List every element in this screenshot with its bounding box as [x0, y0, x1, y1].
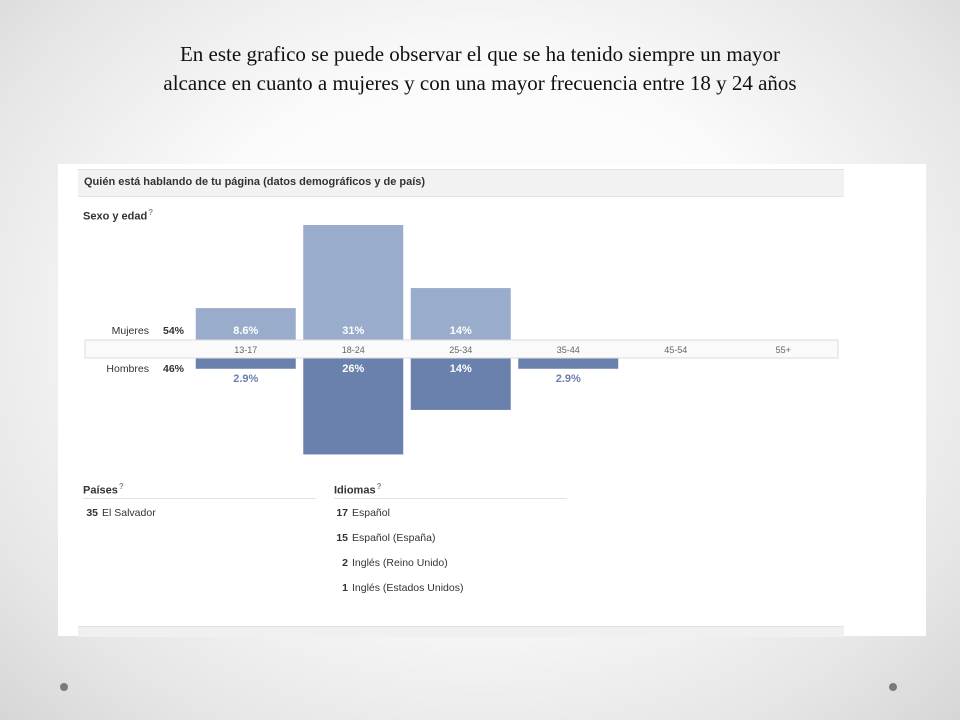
countries-help-icon[interactable]: ? [118, 482, 124, 491]
demographics-chart: 8.6% 2.9% 13-17 31% 26% 18-24 14% 14% 25-34 2.9% 3… [84, 225, 839, 455]
age-axis-band [84, 339, 839, 359]
language-count: 1 [342, 582, 348, 594]
section-title-countries: Países? [83, 482, 124, 497]
country-name[interactable]: El Salvador [102, 507, 156, 519]
slide-bullet-right [889, 683, 897, 691]
tick-label-13-17: 13-17 [234, 345, 257, 355]
slide-title-line-1: En este grafico se puede observar el que… [179, 42, 781, 66]
countries-title: Países [83, 484, 118, 497]
label-hombres-18-24: 26% [342, 363, 364, 375]
tick-label-35-44: 35-44 [557, 345, 580, 355]
bar-hombres-13-17[interactable] [195, 358, 296, 369]
label-mujeres-25-34: 14% [450, 325, 472, 337]
language-item: 1 Inglés (Estados Unidos) [330, 582, 463, 594]
tick-label-45-54: 45-54 [664, 345, 687, 355]
label-hombres-25-34: 14% [450, 363, 472, 375]
language-count: 17 [336, 507, 348, 519]
language-count: 2 [342, 557, 348, 569]
countries-divider [83, 498, 316, 499]
panel-header-title: Quién está hablando de tu página (datos … [84, 176, 426, 188]
tick-label-18-24: 18-24 [342, 345, 365, 355]
country-item: 35 El Salvador [80, 507, 156, 519]
bar-mujeres-18-24[interactable] [303, 225, 404, 340]
bar-mujeres-13-17[interactable] [195, 308, 296, 340]
language-item: 2 Inglés (Reino Unido) [330, 557, 448, 569]
bar-mujeres-25-34[interactable] [410, 288, 511, 340]
labels-layer: 8.6% 2.9% 13-17 31% 26% 18-24 14% 14% 25-34 2.9% 3… [106, 325, 791, 385]
languages-divider [334, 498, 567, 499]
demographics-panel: Quién está hablando de tu página (datos … [58, 164, 926, 637]
label-mujeres-13-17: 8.6% [233, 325, 258, 337]
panel-footer [78, 626, 844, 637]
slide-title-line-2: alcance en cuanto a mujeres y con una ma… [163, 71, 797, 95]
slide-bullet-left [60, 683, 68, 691]
bar-hombres-35-44[interactable] [518, 358, 619, 369]
language-name[interactable]: Español (España) [352, 532, 436, 544]
slide-title: En este grafico se puede observar el que… [40, 40, 920, 98]
language-name[interactable]: Inglés (Reino Unido) [352, 557, 448, 569]
language-name[interactable]: Español [352, 507, 390, 519]
help-icon[interactable]: ? [148, 208, 154, 217]
panel-header: Quién está hablando de tu página (datos … [78, 169, 844, 197]
language-item: 15 Español (España) [330, 532, 435, 544]
tick-label-25-34: 25-34 [449, 345, 472, 355]
country-count: 35 [86, 507, 98, 519]
label-hombres-35-44: 2.9% [556, 373, 581, 385]
legend-hombres-total: 46% [163, 363, 185, 375]
label-mujeres-18-24: 31% [342, 325, 364, 337]
legend-mujeres-name: Mujeres [112, 325, 149, 337]
language-count: 15 [336, 532, 348, 544]
section-title-languages: Idiomas? [334, 482, 381, 497]
bar-hombres-18-24[interactable] [303, 358, 404, 455]
label-hombres-13-17: 2.9% [233, 373, 258, 385]
legend-hombres-name: Hombres [106, 363, 149, 375]
bars-layer [195, 225, 619, 455]
languages-title: Idiomas [334, 484, 376, 497]
language-name[interactable]: Inglés (Estados Unidos) [352, 582, 464, 594]
section-title-sex-age: Sexo y edad? [83, 208, 153, 223]
section-title-sex-age-label: Sexo y edad [83, 210, 148, 223]
tick-label-55+: 55+ [776, 345, 791, 355]
language-item: 17 Español [330, 507, 390, 519]
legend-mujeres-total: 54% [163, 325, 185, 337]
languages-help-icon[interactable]: ? [376, 482, 382, 491]
bar-hombres-25-34[interactable] [410, 358, 511, 410]
